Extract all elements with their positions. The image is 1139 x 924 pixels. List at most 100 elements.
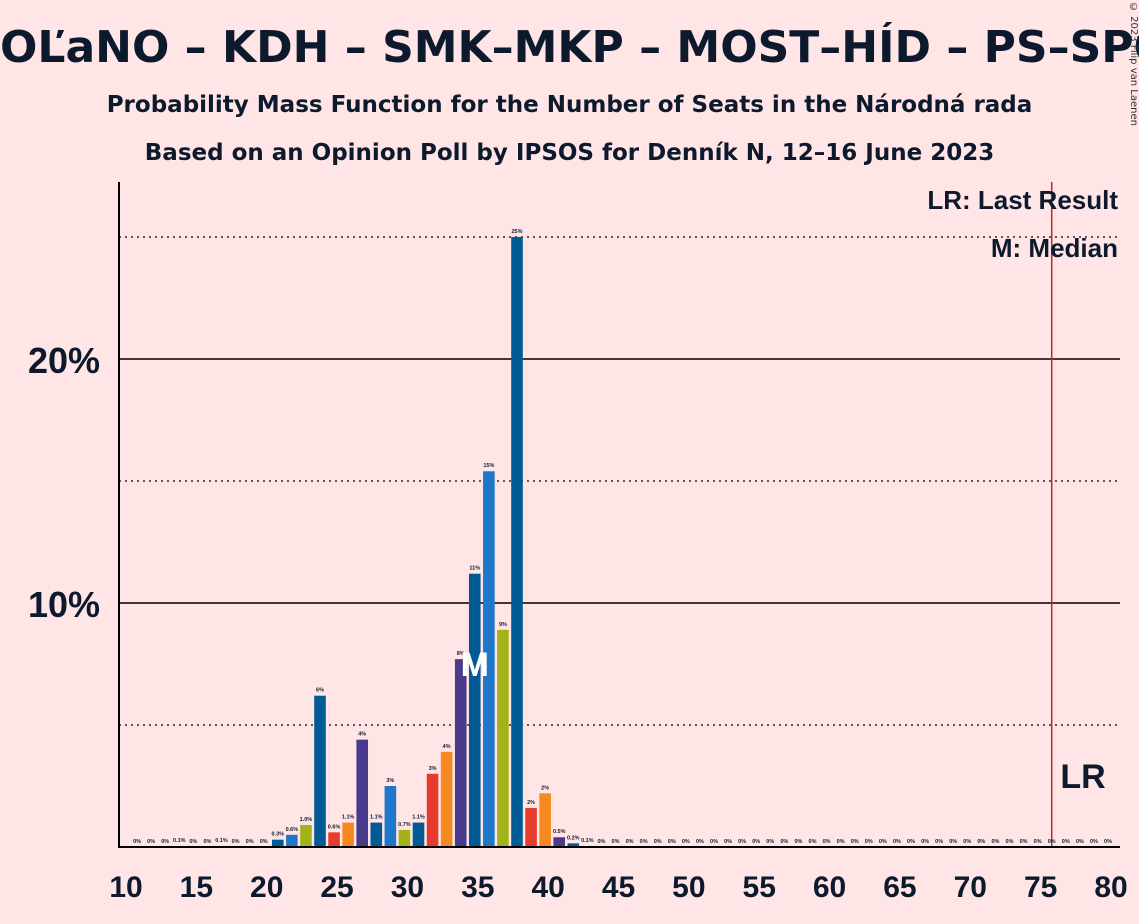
bar-data-label: 0% (724, 839, 732, 845)
bar-data-label: 0% (147, 839, 155, 845)
bar-seat-41 (553, 837, 566, 847)
bar-data-label: 0% (612, 839, 620, 845)
bar-data-label: 0.1% (173, 838, 186, 844)
bar-data-label: 3% (429, 766, 437, 772)
bar-data-label: 0% (260, 839, 268, 845)
bar-data-label: 0% (977, 839, 985, 845)
bar-data-label: 0.7% (398, 822, 411, 828)
bar-data-label: 0% (794, 839, 802, 845)
bar-seat-31 (412, 822, 425, 847)
bar-data-label: 0% (1020, 839, 1028, 845)
bar-data-label: 0% (879, 839, 887, 845)
bar-data-label: 0% (710, 839, 718, 845)
bar-seat-33 (440, 751, 453, 847)
legend-median: M: Median (991, 233, 1118, 263)
x-tick-label: 30 (391, 871, 424, 904)
bar-data-label: 9% (499, 622, 507, 628)
bar-data-label: 0.6% (328, 824, 341, 830)
bar-seat-42 (567, 843, 580, 847)
bar-seat-24 (314, 695, 326, 847)
bar-data-label: 1.0% (300, 817, 313, 823)
bar-seat-21 (271, 839, 284, 847)
x-tick-label: 75 (1024, 871, 1057, 904)
bar-data-label: 0% (893, 839, 901, 845)
bar-seat-37 (497, 629, 509, 847)
bar-data-label: 0% (640, 839, 648, 845)
bar-data-label: 0.2% (567, 835, 580, 841)
x-tick-label: 20 (250, 871, 283, 904)
bar-data-label: 6% (316, 688, 324, 694)
bar-data-label: 0% (851, 839, 859, 845)
bar-data-label: 8% (457, 651, 465, 657)
bar-seat-28 (370, 822, 383, 847)
bar-seat-34 (454, 659, 467, 847)
bar-data-label: 2% (527, 800, 535, 806)
bar-data-label: 0.6% (286, 827, 299, 833)
bar-seat-35 (468, 573, 481, 847)
y-tick-label: 20% (28, 340, 100, 381)
bar-data-label: 0% (823, 839, 831, 845)
bar-data-label: 0% (837, 839, 845, 845)
x-tick-label: 55 (743, 871, 776, 904)
x-tick-label: 50 (672, 871, 705, 904)
bar-data-label: 0% (597, 839, 605, 845)
x-tick-label: 80 (1094, 871, 1127, 904)
x-tick-label: 65 (883, 871, 916, 904)
chart-source: Based on an Opinion Poll by IPSOS for De… (144, 140, 995, 166)
x-tick-label: 35 (461, 871, 494, 904)
bar-data-label: 0% (246, 839, 254, 845)
x-tick-label: 70 (954, 871, 987, 904)
bar-data-label: 0% (752, 839, 760, 845)
y-tick-label: 10% (28, 584, 100, 625)
bar-data-label: 0% (963, 839, 971, 845)
bar-data-label: 1.1% (370, 815, 383, 821)
chart-title: OĽaNO – KDH – SMK–MKP – MOST–HÍD – PS–SP… (0, 22, 1139, 73)
bar-data-label: 0% (1076, 839, 1084, 845)
bar-data-label: 0% (949, 839, 957, 845)
bar-seat-32 (426, 773, 439, 847)
bar-seat-38 (511, 237, 523, 847)
bar-data-label: 0% (133, 839, 141, 845)
x-tick-label: 60 (813, 871, 846, 904)
chart-subtitle: Probability Mass Function for the Number… (106, 92, 1033, 118)
bar-data-label: 0% (809, 839, 817, 845)
bar-data-label: 0% (935, 839, 943, 845)
bar-seat-25 (328, 832, 340, 847)
bar-data-label: 0% (1062, 839, 1070, 845)
bar-data-label: 11% (469, 566, 480, 572)
bar-data-label: 2% (541, 785, 549, 791)
bar-seat-29 (384, 786, 397, 847)
bar-data-label: 0% (189, 839, 197, 845)
bar-data-label: 1.1% (412, 815, 425, 821)
bar-seat-27 (356, 739, 369, 847)
bar-data-label: 0% (991, 839, 999, 845)
bar-data-label: 4% (358, 732, 366, 738)
bar-data-label: 0% (1104, 839, 1112, 845)
x-tick-label: 10 (109, 871, 142, 904)
x-tick-label: 45 (602, 871, 635, 904)
bar-data-label: 4% (443, 744, 451, 750)
last-result-label: LR (1060, 758, 1105, 796)
bar-data-label: 0% (1048, 839, 1056, 845)
bar-data-label: 0.3% (272, 832, 285, 838)
bar-data-label: 0% (865, 839, 873, 845)
median-marker: M (461, 646, 489, 684)
bar-data-label: 0% (696, 839, 704, 845)
bar-data-label: 0% (1006, 839, 1014, 845)
bar-data-label: 0% (738, 839, 746, 845)
bar-seat-26 (342, 822, 354, 847)
bar-data-label: 0% (161, 839, 169, 845)
bar-data-label: 0% (203, 839, 211, 845)
bar-data-label: 0% (668, 839, 676, 845)
x-tick-label: 25 (320, 871, 353, 904)
bar-data-label: 0.1% (215, 838, 228, 844)
bar-data-label: 0% (780, 839, 788, 845)
bar-data-label: 0% (682, 839, 690, 845)
bar-seat-39 (525, 807, 537, 847)
x-tick-label: 15 (180, 871, 213, 904)
bar-seat-40 (539, 793, 551, 847)
copyright-notice: © 2023 Filip van Laenen (1128, 2, 1139, 126)
bar-data-label: 0.5% (553, 829, 566, 835)
bar-data-label: 0% (654, 839, 662, 845)
